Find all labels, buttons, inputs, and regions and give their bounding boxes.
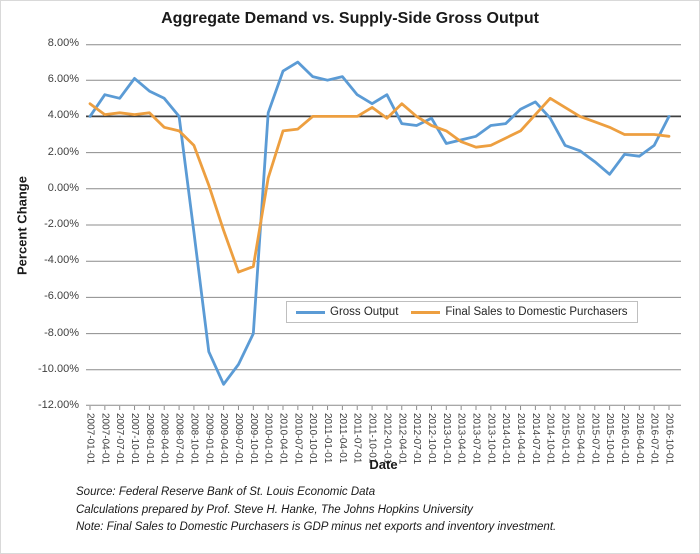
- x-tick-label: 2016-07-01: [648, 413, 660, 465]
- x-tick-label: 2008-10-01: [188, 413, 200, 465]
- x-tick-label: 2012-07-01: [411, 413, 423, 465]
- legend-label-final-sales: Final Sales to Domestic Purchasers: [445, 306, 628, 318]
- y-tick-label: 2.00%: [47, 145, 79, 158]
- x-tick-label: 2012-04-01: [396, 413, 408, 465]
- x-tick-label: 2013-04-01: [455, 413, 467, 465]
- legend-line-final-sales-icon: [411, 310, 441, 314]
- x-tick-label: 2014-07-01: [529, 413, 541, 465]
- x-axis-tick-labels: 2007-01-01 2007-04-01 2007-07-01 2007-10-01…: [84, 413, 684, 475]
- legend-line-gross-output-icon: [296, 310, 325, 314]
- y-tick-label: -6.00%: [44, 290, 79, 303]
- legend-item-final-sales: Final Sales to Domestic Purchasers: [411, 306, 628, 318]
- x-tick-label: 2015-07-01: [589, 413, 601, 465]
- footnote-source: Source: Federal Reserve Bank of St. Loui…: [76, 486, 376, 498]
- y-tick-label: 0.00%: [47, 181, 79, 194]
- x-tick-label: 2013-10-01: [485, 413, 497, 465]
- x-tick-label: 2009-07-01: [233, 413, 244, 465]
- footnotes: Source: Federal Reserve Bank of St. Loui…: [76, 484, 556, 537]
- y-tick-label: -10.00%: [38, 362, 79, 375]
- x-tick-label: 2016-04-01: [633, 413, 645, 465]
- x-tick-label: 2015-10-01: [604, 413, 616, 465]
- y-tick-label: -12.00%: [38, 399, 79, 411]
- x-tick-label: 2014-10-01: [544, 413, 556, 465]
- footnote-note: Note: Final Sales to Domestic Purchasers…: [76, 521, 557, 533]
- x-tick-label: 2016-10-01: [663, 413, 675, 465]
- x-tick-label: 2010-04-01: [277, 413, 289, 465]
- x-tick-label: 2008-04-01: [158, 413, 170, 465]
- y-tick-label: -4.00%: [44, 254, 79, 267]
- x-tick-label: 2010-10-01: [307, 413, 319, 465]
- chart-title: Aggregate Demand vs. Supply-Side Gross O…: [161, 10, 539, 27]
- x-tick-label: 2011-04-01: [336, 413, 348, 464]
- series-line-gross-output: [88, 60, 671, 386]
- x-tick-label: 2012-01-01: [381, 413, 393, 465]
- x-axis-title: Date: [369, 457, 398, 472]
- footnote-calculations: Calculations prepared by Prof. Steve H. …: [76, 503, 473, 516]
- legend: Gross Output Final Sales to Domestic Pur…: [286, 301, 638, 323]
- x-tick-label: 2013-07-01: [470, 413, 482, 465]
- legend-item-gross-output: Gross Output: [296, 306, 398, 318]
- x-tick-label: 2011-10-01: [366, 413, 378, 464]
- x-tick-label: 2007-01-01: [84, 413, 96, 465]
- x-tick-label: 2007-10-01: [129, 413, 140, 465]
- y-tick-label: 6.00%: [47, 73, 79, 86]
- x-tick-label: 2007-07-01: [114, 413, 126, 465]
- x-tick-label: 2008-07-01: [173, 413, 185, 465]
- y-tick-label: 8.00%: [47, 37, 79, 49]
- legend-label-gross-output: Gross Output: [330, 306, 399, 318]
- x-tick-label: 2015-04-01: [574, 413, 586, 465]
- x-tick-label: 2007-04-01: [99, 413, 111, 465]
- x-tick-label: 2009-01-01: [203, 413, 215, 465]
- plot-area: Gross Output Final Sales to Domestic Pur…: [86, 44, 681, 411]
- plot-svg: [86, 44, 681, 410]
- x-tick-label: 2012-10-01: [426, 413, 437, 465]
- y-tick-label: -8.00%: [44, 326, 79, 339]
- x-tick-label: 2015-01-01: [559, 413, 571, 465]
- x-tick-label: 2011-07-01: [351, 413, 363, 464]
- y-axis-tick-labels: 8.00% 6.00% 4.00% 2.00% 0.00% -2.00% -4.00% -6.…: [1, 1, 80, 431]
- x-tick-label: 2011-01-01: [322, 413, 333, 464]
- x-tick-label: 2009-04-01: [218, 413, 230, 465]
- x-tick-label: 2013-01-01: [440, 413, 452, 465]
- x-tick-label: 2010-01-01: [262, 413, 274, 465]
- x-tick-label: 2009-10-01: [247, 413, 259, 465]
- series-line-final-sales: [88, 96, 671, 274]
- x-tick-label: 2014-04-01: [515, 413, 526, 465]
- x-tick-label: 2010-07-01: [292, 413, 304, 465]
- y-tick-label: -2.00%: [44, 218, 79, 230]
- x-tick-label: 2016-01-01: [619, 413, 630, 465]
- x-tick-label: 2008-01-01: [143, 413, 155, 465]
- y-tick-label: 4.00%: [47, 109, 79, 122]
- x-tick-label: 2014-01-01: [500, 413, 512, 465]
